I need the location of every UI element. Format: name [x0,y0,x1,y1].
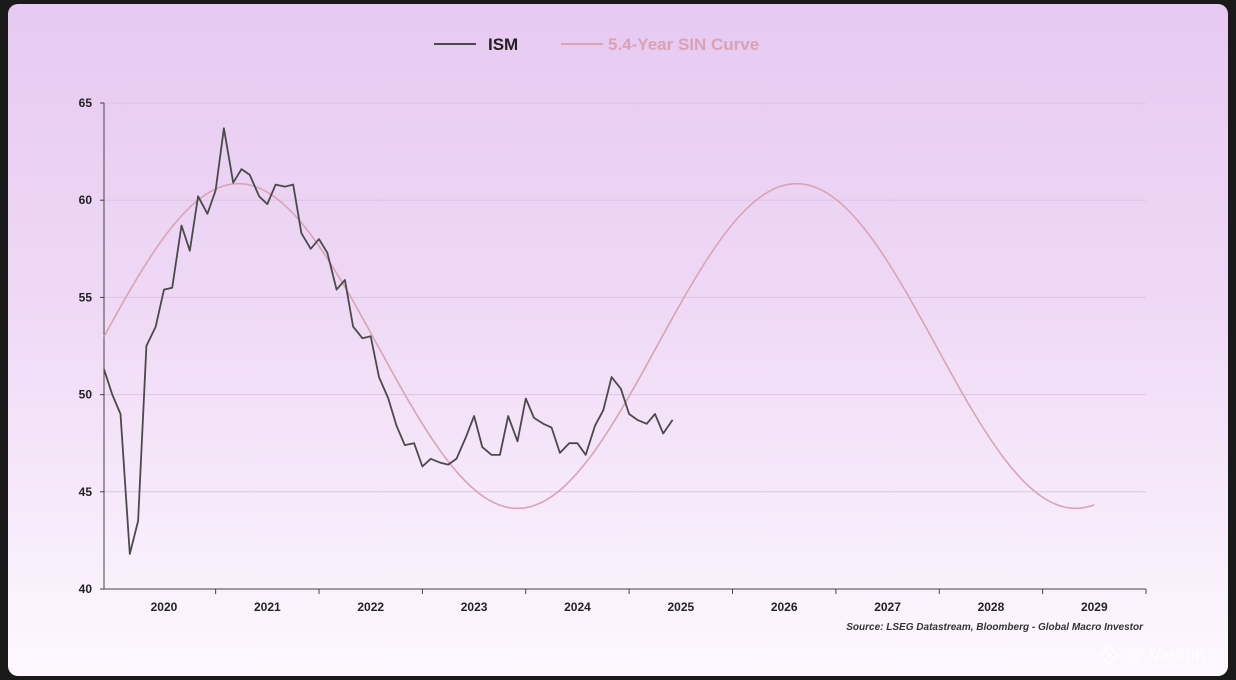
x-tick-label: 2028 [978,600,1005,614]
series-layer [103,127,1095,555]
x-tick-label: 2026 [771,600,798,614]
y-tick-label: 55 [79,290,93,304]
x-tick-label: 2027 [874,600,901,614]
x-tick-label: 2020 [151,600,178,614]
x-tick-label: 2025 [667,600,694,614]
x-tick-label: 2024 [564,600,591,614]
x-tick-label: 2022 [357,600,384,614]
x-tick-labels: 2020 2021 2022 2023 2024 2025 2026 2027 2028 2029 [151,589,1147,614]
gridlines [104,102,1146,493]
y-tick-labels: 40 45 50 55 60 65 [79,96,104,596]
y-tick-label: 65 [79,96,93,110]
y-tick-label: 40 [79,582,93,596]
x-tick-label: 2021 [254,600,281,614]
legend-label-ism: ISM [488,35,518,54]
source-note: Source: LSEG Datastream, Bloomberg - Glo… [846,622,1144,633]
y-tick-label: 50 [79,388,93,402]
legend: ISM 5.4-Year SIN Curve [434,35,759,54]
watermark-text: @ Varkun [1126,645,1205,665]
x-tick-label: 2023 [461,600,488,614]
axes [103,103,1146,590]
y-tick-label: 60 [79,193,93,207]
x-tick-label: 2029 [1081,600,1108,614]
chart-panel: 40 45 50 55 60 65 2020 2021 2022 2023 2024 2025 202… [8,4,1228,676]
ism-line [103,127,674,555]
watermark: @ Varkun [1099,645,1205,665]
y-tick-label: 45 [79,485,93,499]
legend-label-sin-curve: 5.4-Year SIN Curve [608,35,759,54]
binance-logo-icon [1099,645,1119,665]
sin-curve-line [103,182,1095,510]
